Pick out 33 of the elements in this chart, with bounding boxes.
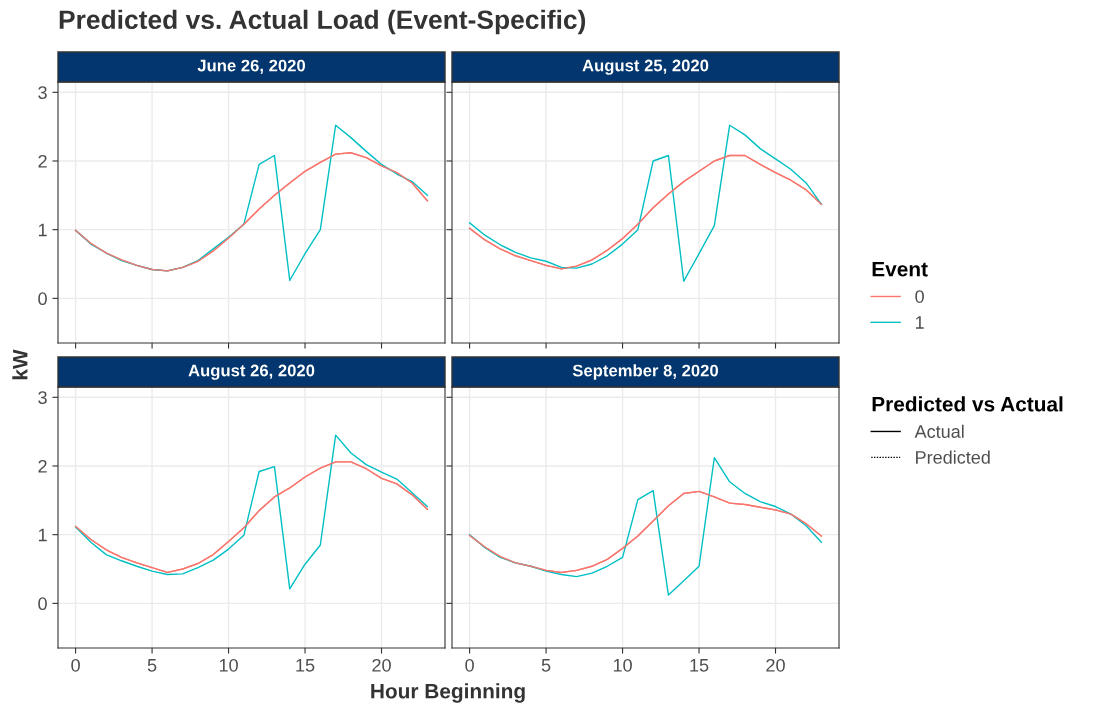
x-axis-title: Hour Beginning: [371, 683, 525, 703]
chart-title: August 26, 2020: [188, 364, 315, 380]
x-tick-label: 0: [465, 658, 474, 672]
x-tick-label: 15: [690, 659, 709, 672]
chart-title: June 26, 2020: [197, 59, 306, 74]
y-tick-label: 3: [38, 391, 47, 405]
y-tick-label: 2: [38, 459, 47, 473]
y-tick-label: 2: [38, 154, 47, 168]
y-tick-label: 1: [38, 528, 47, 542]
text: Predicted vs. Actual Load (Event-Specific): [59, 9, 586, 35]
x-tick-label: 10: [219, 658, 238, 672]
text: Predicted: [916, 450, 990, 464]
text: Predicted vs Actual: [872, 396, 1063, 412]
x-tick-label: 5: [147, 659, 157, 672]
y-tick-label: 0: [38, 292, 47, 306]
text: Actual: [914, 424, 964, 438]
legend-label: 1: [915, 316, 924, 329]
text: Event: [872, 262, 928, 277]
x-tick-label: 20: [372, 658, 391, 672]
x-tick-label: 0: [71, 658, 80, 672]
y-tick-label: 0: [38, 597, 47, 611]
x-tick-label: 15: [296, 659, 315, 672]
y-tick-label: 1: [38, 223, 47, 237]
x-tick-label: 10: [613, 658, 632, 672]
y-axis-title: kW: [12, 349, 28, 380]
line-series: [74, 434, 429, 590]
legend-label: 0: [915, 290, 924, 303]
line-series: [74, 124, 429, 282]
x-tick-label: 20: [766, 658, 785, 672]
y-tick-label: 3: [38, 86, 47, 100]
chart-title: August 25, 2020: [582, 59, 709, 75]
x-tick-label: 5: [541, 659, 551, 672]
chart-title: September 8, 2020: [572, 364, 719, 380]
